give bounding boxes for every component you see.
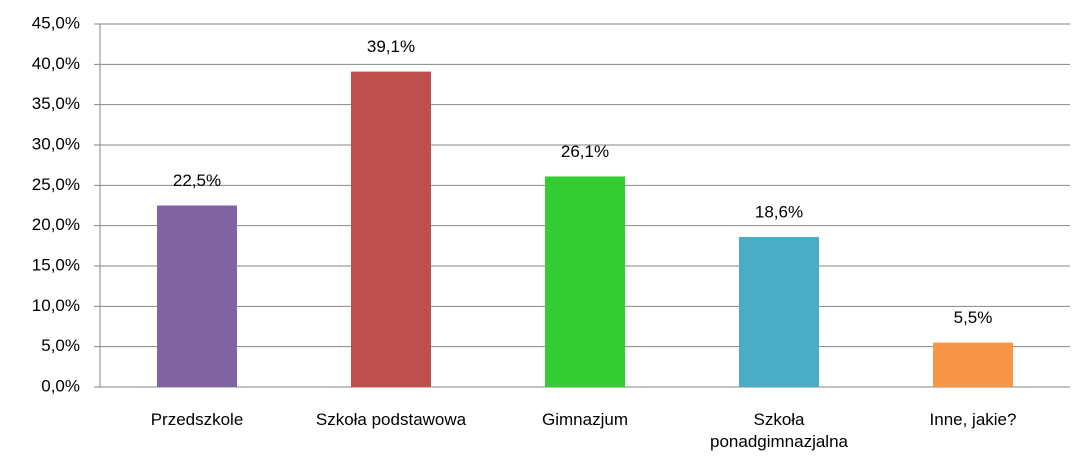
x-tick-label: Inne, jakie? (929, 410, 1017, 429)
x-tick-label: Szkoła ponadgimnazjalna (710, 410, 848, 451)
y-tick-label: 10,0% (32, 296, 80, 315)
y-tick-label: 30,0% (32, 134, 80, 153)
y-tick-label: 15,0% (32, 255, 80, 274)
data-label: 22,5% (173, 171, 221, 190)
bar (933, 342, 1013, 387)
x-tick-label: Gimnazjum (542, 410, 628, 429)
data-label: 39,1% (367, 37, 415, 56)
y-tick-label: 0,0% (41, 376, 80, 395)
data-label: 26,1% (561, 142, 609, 161)
y-tick-label: 35,0% (32, 94, 80, 113)
bar (157, 205, 237, 387)
y-tick-label: 20,0% (32, 215, 80, 234)
data-label: 5,5% (954, 308, 993, 327)
bar (739, 236, 819, 387)
x-tick-label: Szkoła podstawowa (315, 410, 467, 429)
data-label: 18,6% (755, 202, 803, 221)
y-tick-label: 5,0% (41, 336, 80, 355)
bar (545, 176, 625, 387)
x-tick-label: Przedszkole (150, 410, 244, 429)
y-tick-label: 40,0% (32, 54, 80, 73)
bar (351, 71, 431, 388)
y-tick-label: 25,0% (32, 175, 80, 194)
y-tick-label: 45,0% (32, 13, 80, 32)
